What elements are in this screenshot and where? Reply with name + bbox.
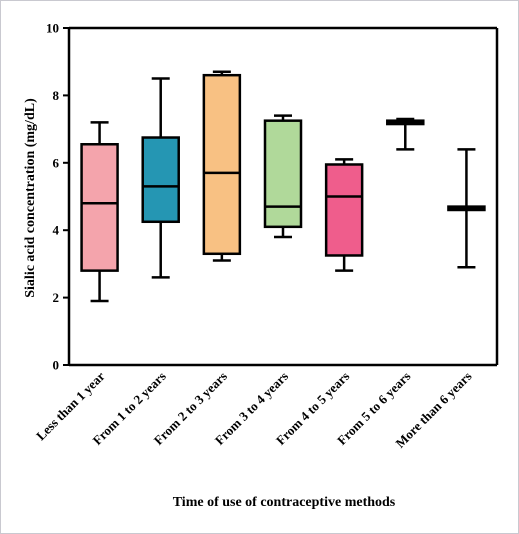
boxplot-2 — [141, 77, 180, 279]
boxplot-4 — [263, 114, 303, 239]
iqr-box — [202, 73, 242, 256]
x-axis-title: Time of use of contraceptive methods — [173, 495, 396, 510]
axes — [67, 26, 499, 367]
boxplot-1 — [80, 121, 119, 303]
y-tick-label: 2 — [53, 290, 60, 305]
y-tick-label: 0 — [53, 358, 60, 373]
y-ticks: 0 2 4 6 8 10 — [46, 21, 69, 373]
y-axis-title: Sialic acid concentration (mg/dL) — [23, 98, 38, 298]
iqr-box — [324, 163, 364, 257]
y-tick-label: 4 — [53, 223, 60, 238]
boxplot-5 — [324, 158, 364, 272]
boxplot-3 — [202, 70, 242, 262]
iqr-box — [80, 143, 119, 272]
boxplot-7 — [447, 148, 486, 269]
boxplot-6 — [386, 117, 425, 151]
boxplots — [80, 70, 486, 303]
y-tick-label: 8 — [53, 88, 60, 103]
iqr-box — [141, 136, 180, 224]
iqr-box — [263, 119, 303, 229]
y-tick-label: 6 — [53, 155, 60, 170]
y-tick-label: 10 — [46, 21, 59, 36]
